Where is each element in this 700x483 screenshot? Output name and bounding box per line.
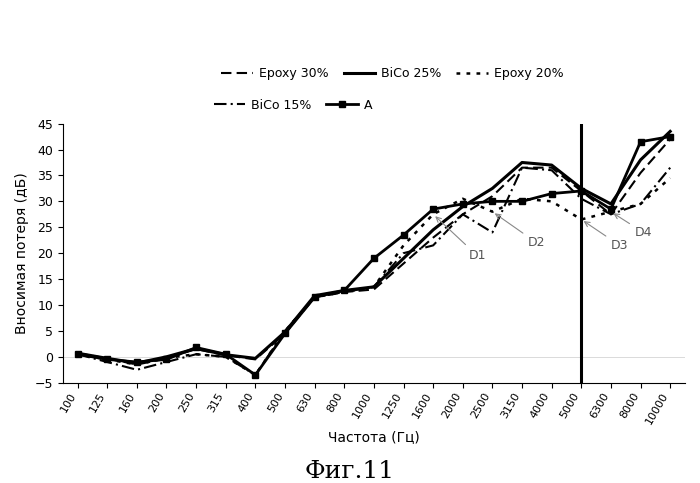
Text: D4: D4: [615, 214, 652, 239]
Legend: BiCo 15%, A: BiCo 15%, A: [209, 94, 377, 116]
Text: Фиг.11: Фиг.11: [305, 460, 395, 483]
X-axis label: Частота (Гц): Частота (Гц): [328, 430, 420, 444]
Text: D2: D2: [496, 214, 545, 249]
Text: D3: D3: [584, 222, 629, 252]
Text: D1: D1: [436, 217, 486, 262]
Y-axis label: Вносимая потеря (дБ): Вносимая потеря (дБ): [15, 172, 29, 334]
